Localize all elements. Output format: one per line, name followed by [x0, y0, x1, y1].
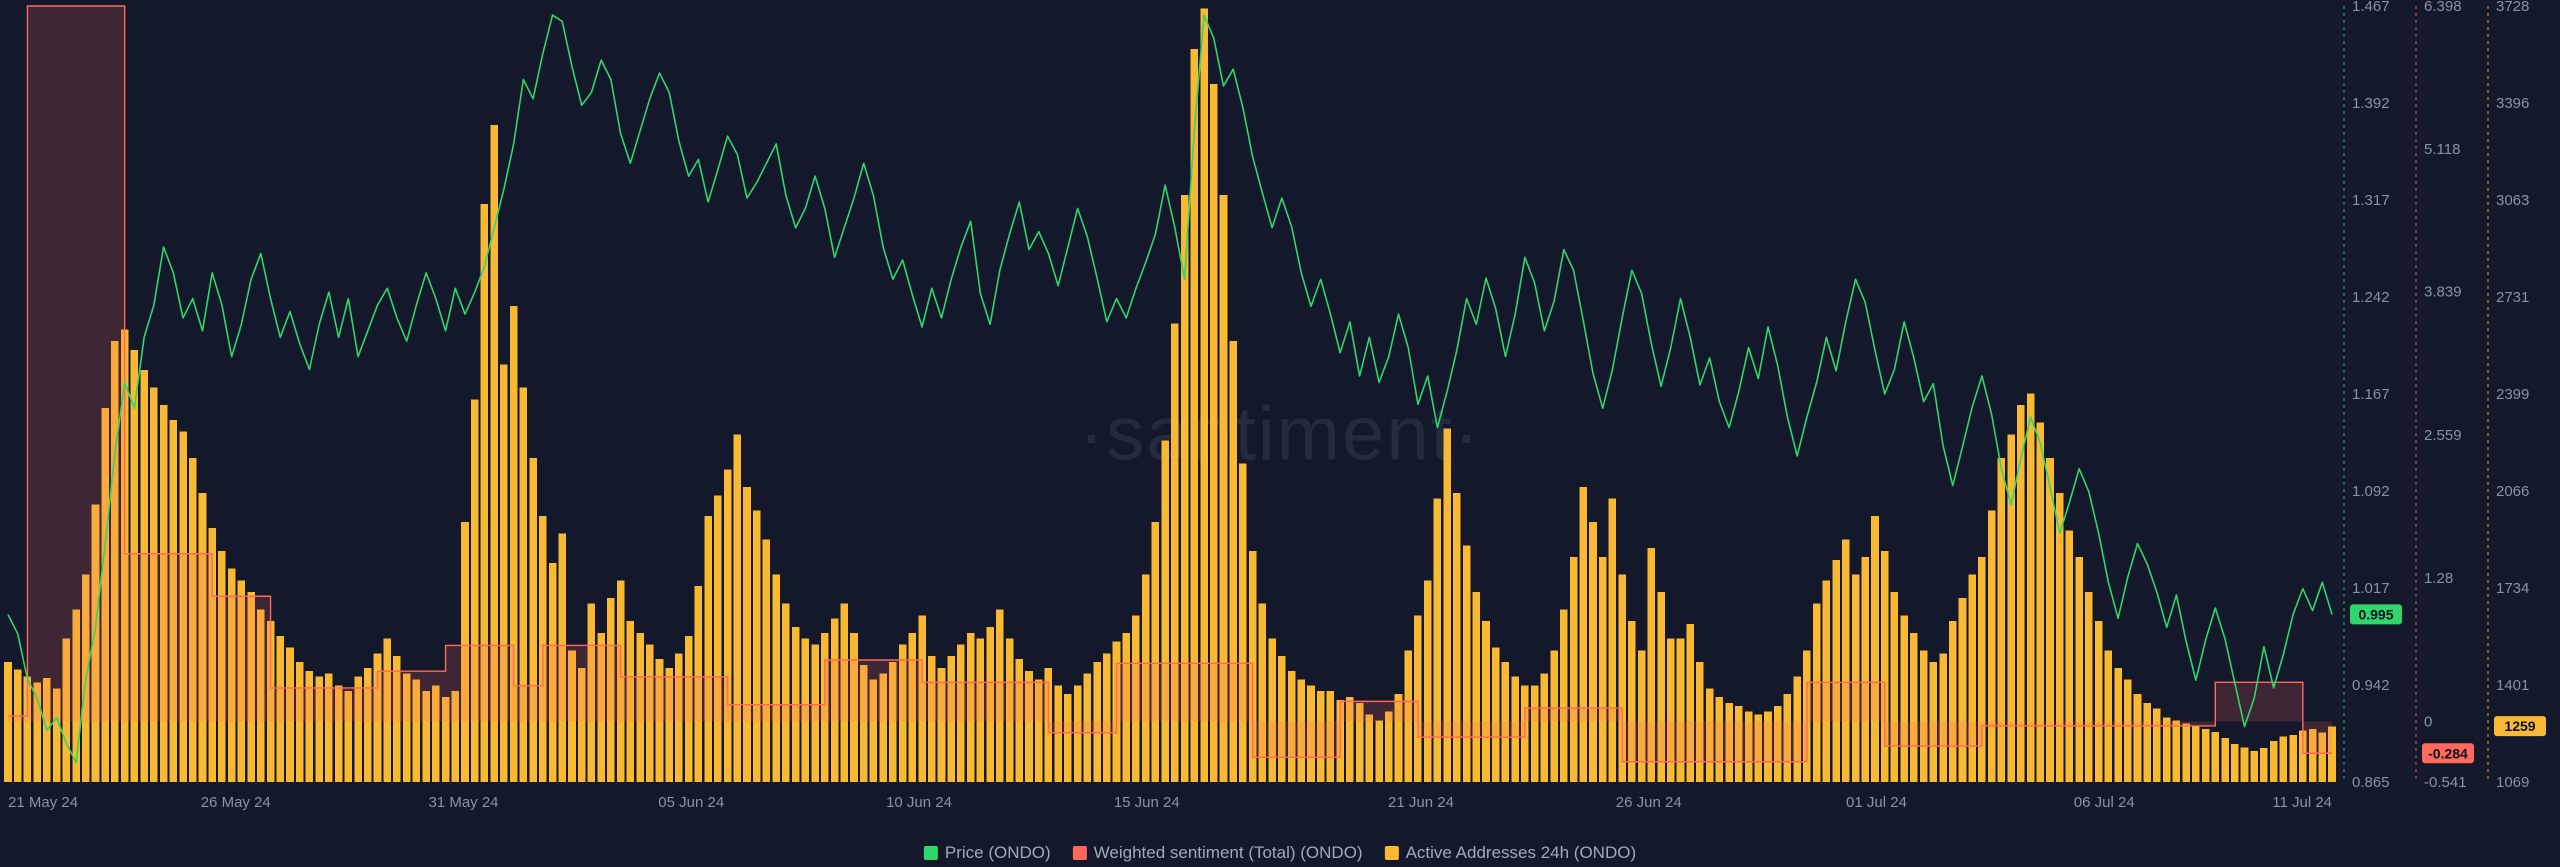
axis-tick-price: 1.017 [2352, 580, 2390, 597]
axis-tick-sentiment: 0 [2424, 713, 2432, 730]
x-axis-label: 01 Jul 24 [1846, 794, 1907, 811]
badge-text-price: 0.995 [2358, 606, 2393, 622]
axis-tick-addresses: 2399 [2496, 386, 2529, 403]
x-axis-label: 21 Jun 24 [1388, 794, 1454, 811]
axis-tick-addresses: 1734 [2496, 580, 2529, 597]
axis-tick-addresses: 2066 [2496, 483, 2529, 500]
x-axis-label: 10 Jun 24 [886, 794, 952, 811]
x-axis-label: 15 Jun 24 [1114, 794, 1180, 811]
axis-tick-sentiment: 1.28 [2424, 570, 2453, 587]
axis-tick-price: 0.942 [2352, 677, 2390, 694]
legend-swatch [1385, 846, 1399, 860]
legend-label: Active Addresses 24h (ONDO) [1406, 843, 1637, 863]
legend-item[interactable]: Active Addresses 24h (ONDO) [1385, 843, 1637, 863]
x-axis-label: 06 Jul 24 [2074, 794, 2135, 811]
badge-text-addresses: 1259 [2504, 718, 2535, 734]
legend-label: Price (ONDO) [945, 843, 1051, 863]
legend-swatch [1073, 846, 1087, 860]
axis-tick-addresses: 3728 [2496, 0, 2529, 15]
x-axis-label: 26 May 24 [201, 794, 271, 811]
axis-tick-price: 1.467 [2352, 0, 2390, 15]
axis-tick-price: 1.392 [2352, 95, 2390, 112]
axis-tick-price: 1.167 [2352, 386, 2390, 403]
axis-tick-sentiment: 2.559 [2424, 427, 2462, 444]
axis-tick-price: 1.092 [2352, 483, 2390, 500]
axis-tick-addresses: 2731 [2496, 289, 2529, 306]
x-axis-label: 11 Jul 24 [2272, 794, 2332, 811]
legend-swatch [924, 846, 938, 860]
legend-item[interactable]: Price (ONDO) [924, 843, 1051, 863]
chart-svg[interactable]: 21 May 24 26 May 24 31 May 24 05 Jun 24 10 J… [0, 0, 2560, 867]
axis-tick-price: 1.242 [2352, 289, 2390, 306]
axis-tick-sentiment: 6.398 [2424, 0, 2462, 15]
legend-item[interactable]: Weighted sentiment (Total) (ONDO) [1073, 843, 1363, 863]
axis-tick-addresses: 1401 [2496, 677, 2529, 694]
x-axis-label: 31 May 24 [428, 794, 498, 811]
x-axis-label: 05 Jun 24 [658, 794, 724, 811]
axis-tick-addresses: 3063 [2496, 192, 2529, 209]
badge-text-sentiment: -0.284 [2428, 745, 2468, 761]
legend: Price (ONDO) Weighted sentiment (Total) (… [924, 843, 1636, 863]
legend-label: Weighted sentiment (Total) (ONDO) [1094, 843, 1363, 863]
axis-tick-sentiment: -0.541 [2424, 774, 2467, 791]
axis-tick-sentiment: 5.118 [2424, 141, 2460, 158]
axis-tick-price: 0.865 [2352, 774, 2390, 791]
x-axis-label: 26 Jun 24 [1616, 794, 1682, 811]
axis-tick-addresses: 3396 [2496, 95, 2529, 112]
axis-tick-addresses: 1069 [2496, 774, 2529, 791]
chart-container: ·santiment· 21 May 2426 May 2431 May 240… [0, 0, 2560, 867]
axis-tick-price: 1.317 [2352, 192, 2390, 209]
x-axis-label: 21 May 24 [8, 794, 78, 811]
axis-tick-sentiment: 3.839 [2424, 284, 2462, 301]
